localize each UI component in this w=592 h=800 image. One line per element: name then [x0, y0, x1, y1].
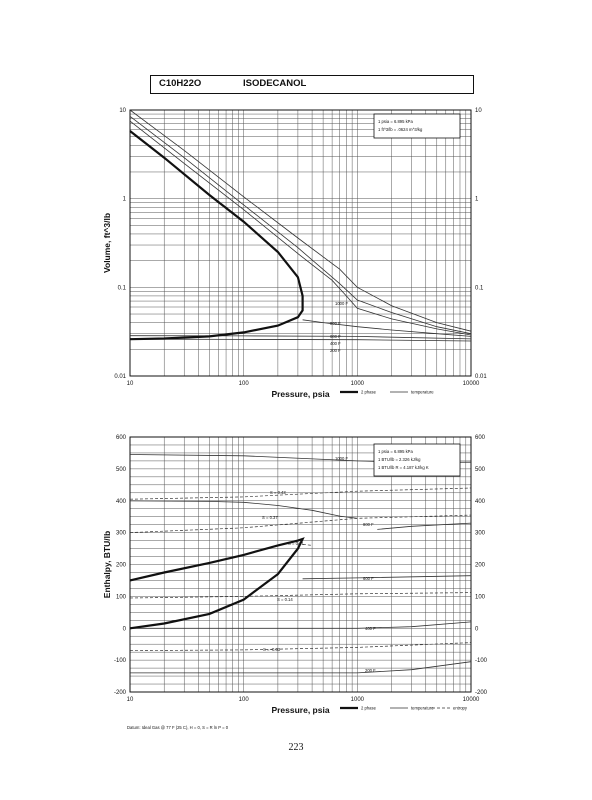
isotherm-label: 1000 F	[335, 301, 348, 306]
conversion-box	[373, 443, 461, 477]
datum-footnote: Datum: Ideal Gas @ 77 F (25 C), H = 0, S…	[127, 725, 229, 730]
y-tick-label: 400	[116, 499, 127, 505]
isotherm-label: 800 F	[363, 522, 374, 527]
y-tick-label-right: 0	[475, 626, 479, 632]
page-number: 223	[288, 742, 304, 753]
entropy-label: S = 0.31	[288, 541, 304, 546]
conversion-text: 1 BTU/lb = 2.326 kJ/kg	[378, 457, 421, 462]
isotherm-line	[130, 621, 472, 629]
y-tick-label-right: 200	[475, 563, 486, 569]
y-tick-label-right: 300	[475, 531, 486, 537]
y-tick-label: -100	[114, 658, 127, 664]
isotherm-label: 200 F	[365, 668, 376, 673]
y-tick-label: -200	[114, 690, 127, 696]
y-tick-label: 200	[116, 563, 127, 569]
plot-frame	[129, 436, 472, 693]
conversion-text: 1 psia = 6.895 kPa	[378, 119, 413, 124]
isotherm-line	[129, 109, 472, 332]
y-axis-label: Volume, ft^3/lb	[102, 213, 112, 273]
legend-entry: 2 phase	[361, 390, 377, 395]
legend-entry: entropy	[453, 706, 468, 711]
y-tick-label-right: 0.01	[475, 374, 487, 380]
legend-entry: 2 phase	[361, 706, 377, 711]
isotherm-line	[129, 335, 472, 340]
isotherm-label: 200 F	[330, 348, 341, 353]
legend-entry: temperature	[411, 706, 434, 711]
entropy-line	[129, 642, 472, 651]
grid-lines	[129, 110, 472, 377]
x-tick-label: 10000	[463, 381, 480, 387]
y-axis-label: Enthalpy, BTU/lb	[102, 531, 112, 598]
y-tick-label-right: -200	[475, 690, 488, 696]
y-tick-label: 1	[123, 197, 127, 203]
isotherm-label: 400 F	[330, 341, 341, 346]
y-tick-label-right: 500	[475, 467, 486, 473]
compound-name: ISODECANOL	[243, 78, 307, 89]
conversion-text: 1 psia = 6.895 kPa	[378, 449, 413, 454]
y-tick-label-right: 400	[475, 499, 486, 505]
x-tick-label: 10	[127, 697, 134, 703]
x-axis-label: Pressure, psia	[271, 389, 329, 399]
y-tick-label-right: 0.1	[475, 285, 484, 291]
entropy-label: S = 0.37	[262, 515, 278, 520]
x-tick-label: 10000	[463, 697, 480, 703]
conversion-text: 1 BTU/lb R = 4.187 kJ/kg K	[378, 465, 429, 470]
y-tick-label: 100	[116, 594, 127, 600]
y-tick-label-right: 600	[475, 435, 486, 441]
isotherm-label: 800 F	[330, 321, 341, 326]
legend-entry: temperature	[411, 390, 434, 395]
y-tick-label-right: 100	[475, 594, 486, 600]
x-tick-label: 100	[239, 697, 250, 703]
chemical-formula: C10H22O	[159, 78, 202, 89]
x-axis-label: Pressure, psia	[271, 705, 329, 715]
isotherm-line	[129, 500, 358, 519]
y-tick-label: 300	[116, 531, 127, 537]
two-phase-dome	[129, 130, 304, 341]
entropy-label: S = 0.14	[277, 597, 293, 602]
y-tick-label-right: -100	[475, 658, 488, 664]
x-tick-label: 1000	[351, 381, 365, 387]
entropy-label: S = -0.03	[263, 647, 281, 652]
isotherm-line	[377, 522, 472, 530]
y-tick-label-right: 1	[475, 197, 479, 203]
y-tick-label: 0.1	[118, 285, 127, 291]
isotherm-line	[302, 319, 472, 337]
entropy-line	[129, 514, 472, 533]
y-tick-label: 600	[116, 435, 127, 441]
entropy-line	[129, 487, 472, 500]
y-tick-label-right: 10	[475, 108, 482, 114]
conversion-box	[373, 113, 461, 139]
isotherm-line	[129, 115, 472, 335]
isotherm-line	[129, 338, 472, 342]
isotherm-label: 400 F	[365, 626, 376, 631]
x-tick-label: 10	[127, 381, 134, 387]
isotherm-line	[129, 120, 472, 336]
y-tick-label: 500	[116, 467, 127, 473]
y-tick-label: 0.01	[114, 374, 126, 380]
y-tick-label: 10	[119, 108, 126, 114]
entropy-line	[129, 592, 472, 599]
entropy-label: S = 0.43	[270, 490, 286, 495]
conversion-text: 1 ft^3/lb = .0624 m^3/kg	[378, 127, 423, 132]
x-tick-label: 1000	[351, 697, 365, 703]
two-phase-dome	[129, 537, 305, 630]
x-tick-label: 100	[239, 381, 250, 387]
chart-header-box: C10H22O ISODECANOL	[150, 75, 474, 94]
y-tick-label: 0	[123, 626, 127, 632]
grid-lines	[129, 436, 472, 693]
isotherm-label: 1000 F	[335, 456, 348, 461]
plot-frame	[129, 109, 472, 377]
isotherm-line	[130, 661, 472, 674]
isotherm-line	[302, 575, 472, 580]
isotherm-label: 600 F	[363, 576, 374, 581]
